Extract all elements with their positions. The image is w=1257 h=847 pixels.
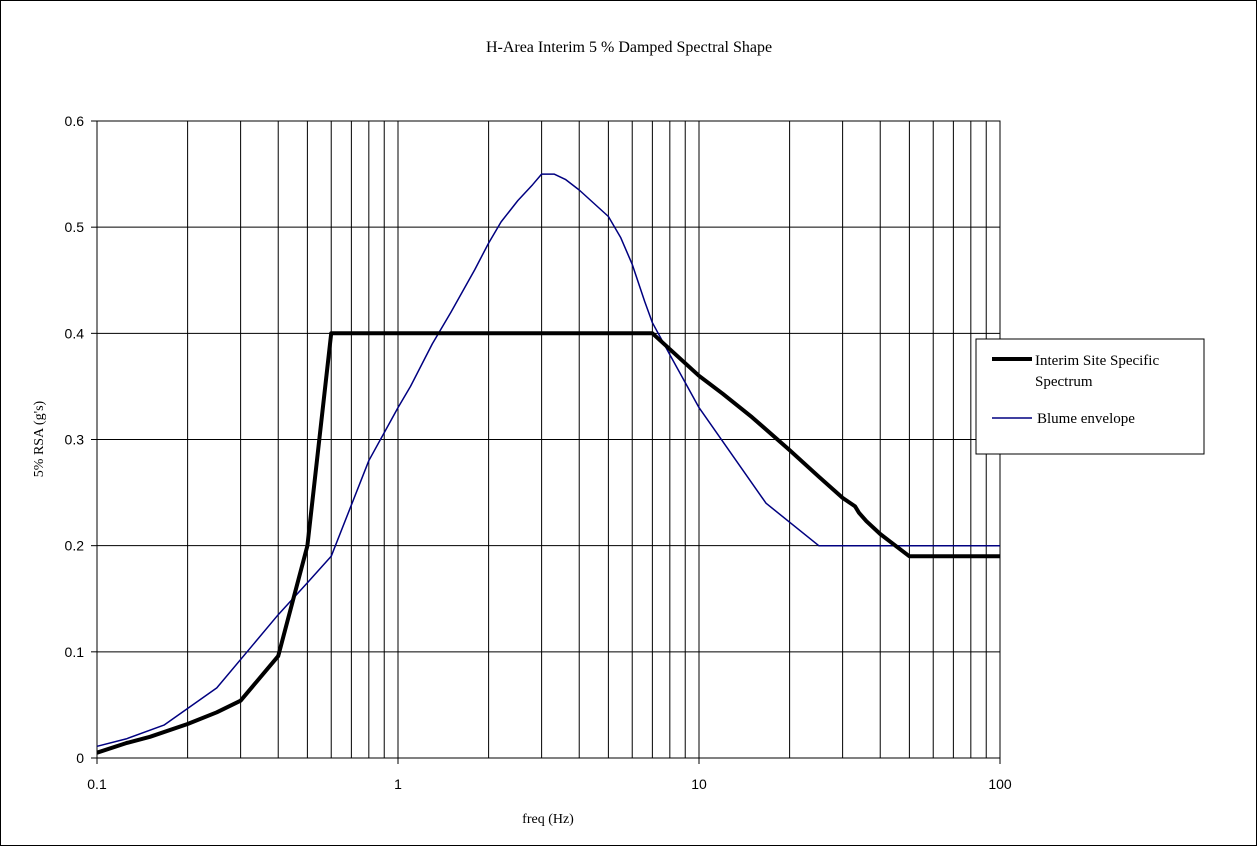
x-tick-label: 10 (691, 776, 707, 792)
y-tick-label: 0.6 (65, 113, 85, 129)
legend: Interim Site Specific Spectrum Blume enve… (975, 338, 1205, 455)
y-axis-label: 5% RSA (g's) (32, 400, 47, 477)
y-tick-label: 0.4 (65, 325, 85, 341)
y-tick-label: 0.3 (65, 432, 85, 448)
legend-label-interim: Interim Site Specific Spectrum (1035, 353, 1159, 390)
grid-layer (96, 120, 1001, 759)
y-tick-label: 0.5 (65, 219, 85, 235)
series-line-interim-site-specific (96, 331, 1000, 755)
axis-layer: 00.10.20.30.40.50.60.1 1 10 100 (65, 113, 1012, 792)
y-tick-label: 0.2 (65, 538, 85, 554)
x-axis-label: freq (Hz) (522, 812, 574, 827)
x-tick-label: 100 (988, 776, 1012, 792)
y-tick-label: 0.1 (65, 644, 85, 660)
legend-label-blume: Blume envelope (1037, 411, 1135, 427)
x-tick-label: 1 (394, 776, 402, 792)
x-tick-label: 0.1 (87, 776, 107, 792)
chart-title: H-Area Interim 5 % Damped Spectral Shape (486, 39, 772, 56)
series-layer (96, 173, 1000, 755)
series-line-blume-envelope (96, 173, 1000, 748)
y-tick-label: 0 (76, 750, 84, 766)
